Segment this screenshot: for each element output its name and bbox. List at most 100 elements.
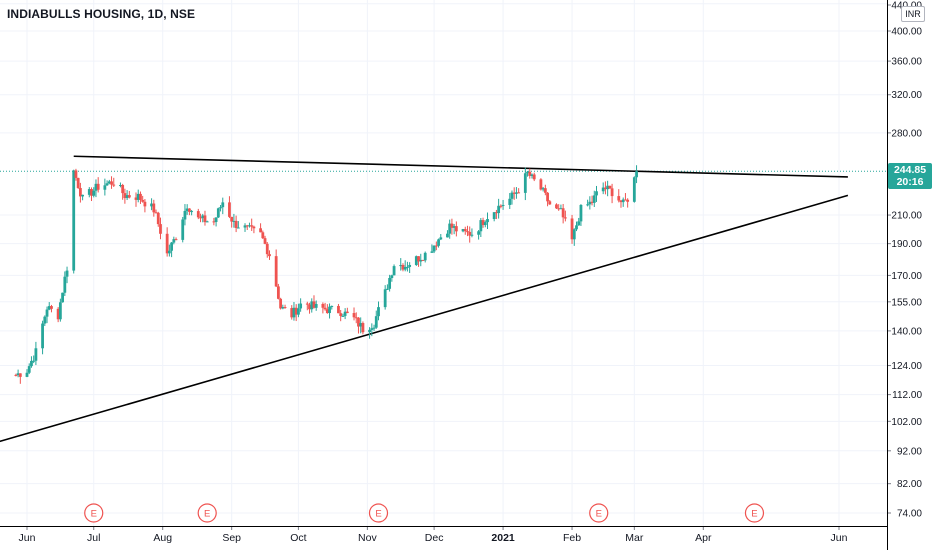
candle-down[interactable]	[203, 210, 207, 226]
candle-down[interactable]	[230, 216, 234, 228]
candle-down[interactable]	[305, 301, 309, 311]
candle-up[interactable]	[510, 190, 514, 205]
candle-down[interactable]	[610, 183, 614, 204]
candle-down[interactable]	[50, 304, 53, 313]
candle-up[interactable]	[314, 300, 318, 311]
candle-down[interactable]	[159, 217, 162, 240]
candle-up[interactable]	[299, 298, 303, 312]
candle-down[interactable]	[308, 302, 311, 314]
candle-up[interactable]	[43, 315, 47, 326]
candle-down[interactable]	[56, 307, 60, 323]
candle-up[interactable]	[523, 167, 527, 201]
candle-up[interactable]	[32, 355, 36, 364]
candle-down[interactable]	[561, 203, 565, 224]
candle-down[interactable]	[274, 249, 278, 288]
candle-down[interactable]	[321, 302, 325, 314]
candle-down[interactable]	[141, 195, 145, 203]
candle-down[interactable]	[539, 178, 543, 191]
candle-up[interactable]	[150, 198, 153, 211]
candle-up[interactable]	[461, 228, 465, 233]
candle-up[interactable]	[635, 165, 638, 184]
candle-up[interactable]	[385, 284, 389, 290]
candle-up[interactable]	[310, 298, 314, 313]
candle-down[interactable]	[528, 168, 532, 179]
candle-down[interactable]	[468, 226, 472, 243]
candle-down[interactable]	[345, 307, 349, 314]
candle-down[interactable]	[546, 192, 549, 207]
candle-down[interactable]	[339, 310, 343, 322]
candle-up[interactable]	[172, 236, 176, 245]
candle-up[interactable]	[492, 212, 496, 222]
candle-down[interactable]	[463, 226, 467, 235]
candle-up[interactable]	[588, 196, 592, 210]
candle-up[interactable]	[575, 221, 578, 232]
candle-up[interactable]	[72, 169, 76, 274]
candle-down[interactable]	[354, 312, 358, 324]
candle-up[interactable]	[183, 204, 187, 226]
candle-down[interactable]	[517, 188, 521, 194]
candle-up[interactable]	[45, 306, 49, 324]
candle-up[interactable]	[515, 187, 518, 199]
candle-down[interactable]	[294, 304, 298, 322]
candle-down[interactable]	[466, 225, 469, 237]
candle-up[interactable]	[577, 217, 581, 226]
candle-up[interactable]	[632, 176, 636, 203]
candle-up[interactable]	[606, 180, 610, 197]
candle-up[interactable]	[281, 304, 285, 310]
candle-up[interactable]	[477, 230, 481, 240]
candle-down[interactable]	[357, 317, 360, 334]
candle-up[interactable]	[297, 303, 300, 318]
candle-up[interactable]	[292, 302, 296, 321]
earnings-marker[interactable]: E	[197, 503, 217, 523]
candle-down[interactable]	[532, 172, 536, 182]
candle-down[interactable]	[604, 181, 607, 195]
candle-down[interactable]	[152, 199, 156, 217]
candle-up[interactable]	[370, 323, 374, 337]
candle-down[interactable]	[337, 303, 340, 314]
earnings-marker[interactable]: E	[744, 503, 765, 523]
candle-down[interactable]	[127, 190, 131, 199]
candle-up[interactable]	[232, 213, 236, 228]
candle-up[interactable]	[579, 204, 583, 226]
candle-up[interactable]	[92, 187, 96, 198]
candle-up[interactable]	[219, 205, 222, 212]
candle-down[interactable]	[165, 227, 169, 257]
candle-down[interactable]	[188, 208, 191, 216]
candle-down[interactable]	[454, 221, 458, 237]
candle-down[interactable]	[352, 307, 356, 321]
candle-down[interactable]	[570, 214, 574, 244]
candle-down[interactable]	[139, 191, 142, 204]
candle-up[interactable]	[592, 190, 596, 207]
candle-up[interactable]	[501, 199, 505, 210]
candle-up[interactable]	[414, 255, 418, 266]
candle-down[interactable]	[90, 187, 93, 202]
candle-up[interactable]	[167, 244, 171, 257]
trendlines[interactable]	[0, 155, 849, 447]
candle-down[interactable]	[512, 187, 516, 200]
candle-up[interactable]	[559, 204, 563, 210]
candle-up[interactable]	[47, 302, 51, 311]
candle-up[interactable]	[586, 199, 590, 207]
candle-up[interactable]	[446, 230, 449, 238]
candle-up[interactable]	[388, 274, 392, 292]
candle-down[interactable]	[555, 203, 558, 209]
candle-up[interactable]	[392, 264, 396, 276]
candle-down[interactable]	[279, 297, 283, 310]
candle-down[interactable]	[619, 200, 623, 208]
candle-down[interactable]	[174, 237, 178, 241]
candle-up[interactable]	[248, 222, 251, 228]
candle-up[interactable]	[25, 369, 29, 378]
candle-down[interactable]	[417, 256, 420, 267]
candle-down[interactable]	[626, 198, 630, 208]
candle-up[interactable]	[479, 218, 483, 238]
candle-down[interactable]	[361, 321, 365, 335]
candle-up[interactable]	[181, 216, 185, 243]
currency-badge[interactable]: INR	[901, 6, 925, 22]
candle-down[interactable]	[421, 259, 425, 261]
candle-down[interactable]	[259, 223, 262, 233]
candle-up[interactable]	[419, 253, 423, 267]
candle-up[interactable]	[87, 187, 91, 198]
candle-down[interactable]	[228, 196, 231, 219]
